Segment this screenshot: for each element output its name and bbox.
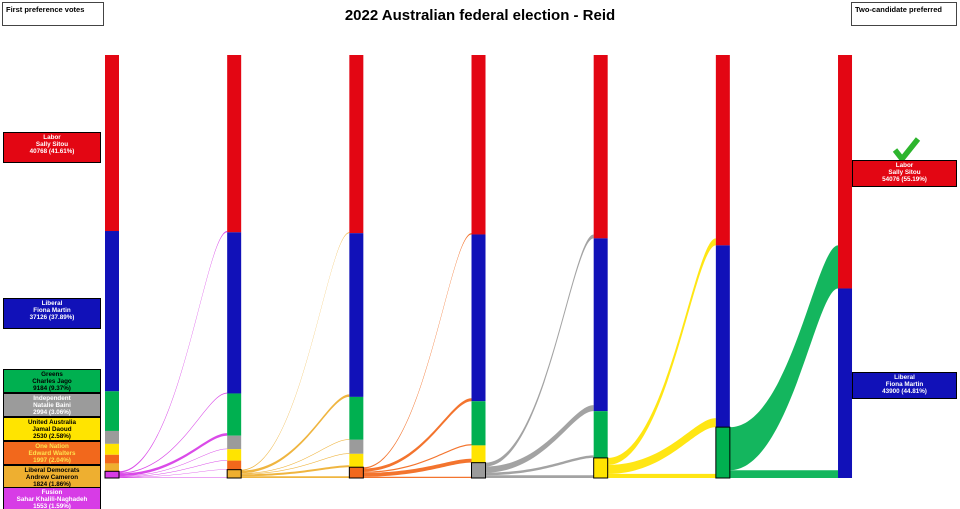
party-name: Liberal [41, 300, 63, 307]
vote-count: 43900 (44.81%) [882, 388, 927, 396]
first-pref-label-one-nation: One Nation Edward Walters 1997 (2.04%) [3, 441, 101, 465]
vote-count: 1553 (1.59%) [33, 503, 71, 509]
vote-count: 37126 (37.89%) [29, 314, 75, 322]
two-candidate-preferred-header: Two-candidate preferred [851, 2, 957, 26]
party-name: United Australia [27, 419, 77, 426]
tcp-label-liberal: Liberal Fiona Martin 43900 (44.81%) [852, 372, 957, 399]
first-preference-header: First preference votes [2, 2, 104, 26]
candidate-name: Natalie Baini [33, 402, 71, 410]
first-pref-label-united-australia: United Australia Jamal Daoud 2530 (2.58%… [3, 417, 101, 441]
vote-count: 9184 (9.37%) [33, 385, 71, 393]
party-name: Fusion [41, 489, 63, 496]
vote-count: 1997 (2.04%) [33, 457, 71, 465]
first-pref-label-liberal: Liberal Fiona Martin 37126 (37.89%) [3, 298, 101, 329]
winner-checkmark-icon [892, 137, 921, 163]
first-pref-label-independent: Independent Natalie Baini 2994 (3.06%) [3, 393, 101, 417]
vote-count: 54076 (55.19%) [882, 176, 927, 184]
party-name: Independent [33, 395, 71, 402]
vote-count: 40768 (41.61%) [29, 148, 75, 156]
candidate-name: Andrew Cameron [25, 474, 79, 482]
candidate-name: Fiona Martin [885, 381, 924, 389]
tcp-label-labor: Labor Sally Sitou 54076 (55.19%) [852, 160, 957, 187]
candidate-name: Sahar Khalili-Naghadeh [16, 496, 88, 504]
party-name: Liberal [894, 374, 915, 381]
party-name: Labor [43, 134, 61, 141]
party-name: One Nation [35, 443, 69, 450]
party-name: Greens [41, 371, 63, 378]
first-pref-label-liberal-democrats: Liberal Democrats Andrew Cameron 1824 (1… [3, 465, 101, 489]
first-pref-label-fusion: Fusion Sahar Khalili-Naghadeh 1553 (1.59… [3, 487, 101, 509]
vote-count: 2994 (3.06%) [33, 409, 71, 417]
candidate-name: Sally Sitou [35, 141, 69, 149]
party-name: Labor [895, 162, 914, 169]
first-pref-label-labor: Labor Sally Sitou 40768 (41.61%) [3, 132, 101, 163]
vote-count: 2530 (2.58%) [33, 433, 71, 441]
candidate-name: Edward Walters [28, 450, 76, 458]
candidate-name: Charles Jago [32, 378, 72, 386]
vote-count: 1824 (1.86%) [33, 481, 71, 489]
candidate-name: Jamal Daoud [32, 426, 72, 434]
candidate-name: Sally Sitou [888, 169, 921, 177]
first-pref-label-greens: Greens Charles Jago 9184 (9.37%) [3, 369, 101, 393]
party-name: Liberal Democrats [24, 467, 80, 474]
page-title: 2022 Australian federal election - Reid [344, 7, 616, 24]
candidate-name: Fiona Martin [33, 307, 71, 315]
